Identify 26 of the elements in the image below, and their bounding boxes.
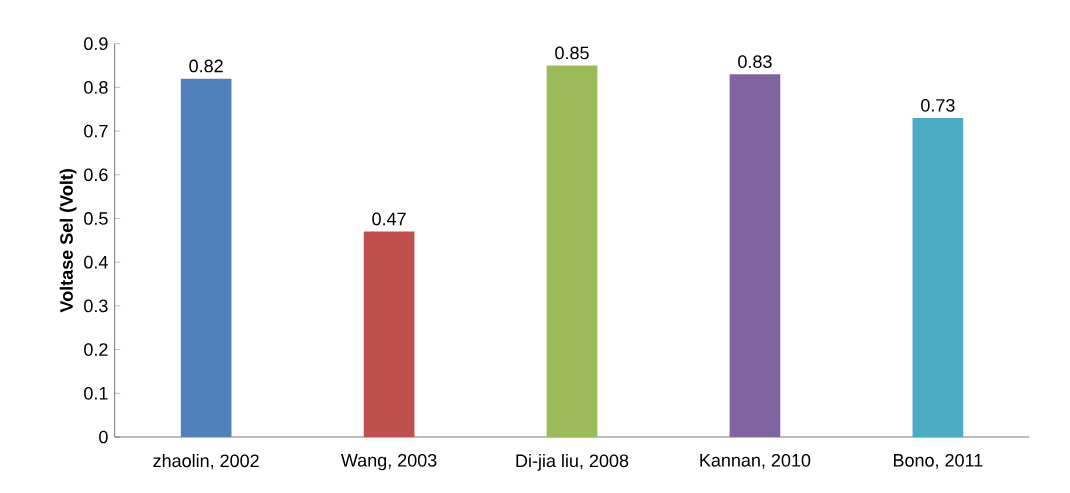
data-label: 0.83 xyxy=(738,55,772,68)
x-tick-label: Wang, 2003 xyxy=(340,453,437,471)
bar xyxy=(546,65,598,437)
y-tick-label: 0.9 xyxy=(84,37,108,51)
data-label: 0.85 xyxy=(555,46,589,60)
y-tick-label: 0.8 xyxy=(84,81,108,94)
bar xyxy=(363,231,415,437)
data-label: 0.73 xyxy=(921,98,955,112)
y-tick-label: 0.4 xyxy=(84,255,108,269)
y-tick-label: 0.5 xyxy=(84,212,108,225)
y-tick-label: 0 xyxy=(99,430,108,444)
bar xyxy=(912,117,964,437)
x-tick-label: Di-jia liu, 2008 xyxy=(516,453,629,471)
bar xyxy=(180,78,232,437)
y-tick-label: 0.2 xyxy=(84,343,108,356)
x-tick-label: Bono, 2011 xyxy=(893,453,983,469)
y-tick-label: 0.6 xyxy=(84,168,108,182)
x-tick-label: Kannan, 2010 xyxy=(700,453,811,469)
y-tick-label: 0.7 xyxy=(84,124,108,138)
y-tick-label: 0.1 xyxy=(84,386,108,400)
bar xyxy=(729,74,781,437)
y-axis-title: Voltase Sel (Volt) xyxy=(59,169,77,313)
x-tick-label: zhaolin, 2002 xyxy=(153,453,259,470)
data-label: 0.47 xyxy=(372,212,406,226)
y-tick-label: 0.3 xyxy=(84,299,108,313)
data-label: 0.82 xyxy=(189,59,223,73)
